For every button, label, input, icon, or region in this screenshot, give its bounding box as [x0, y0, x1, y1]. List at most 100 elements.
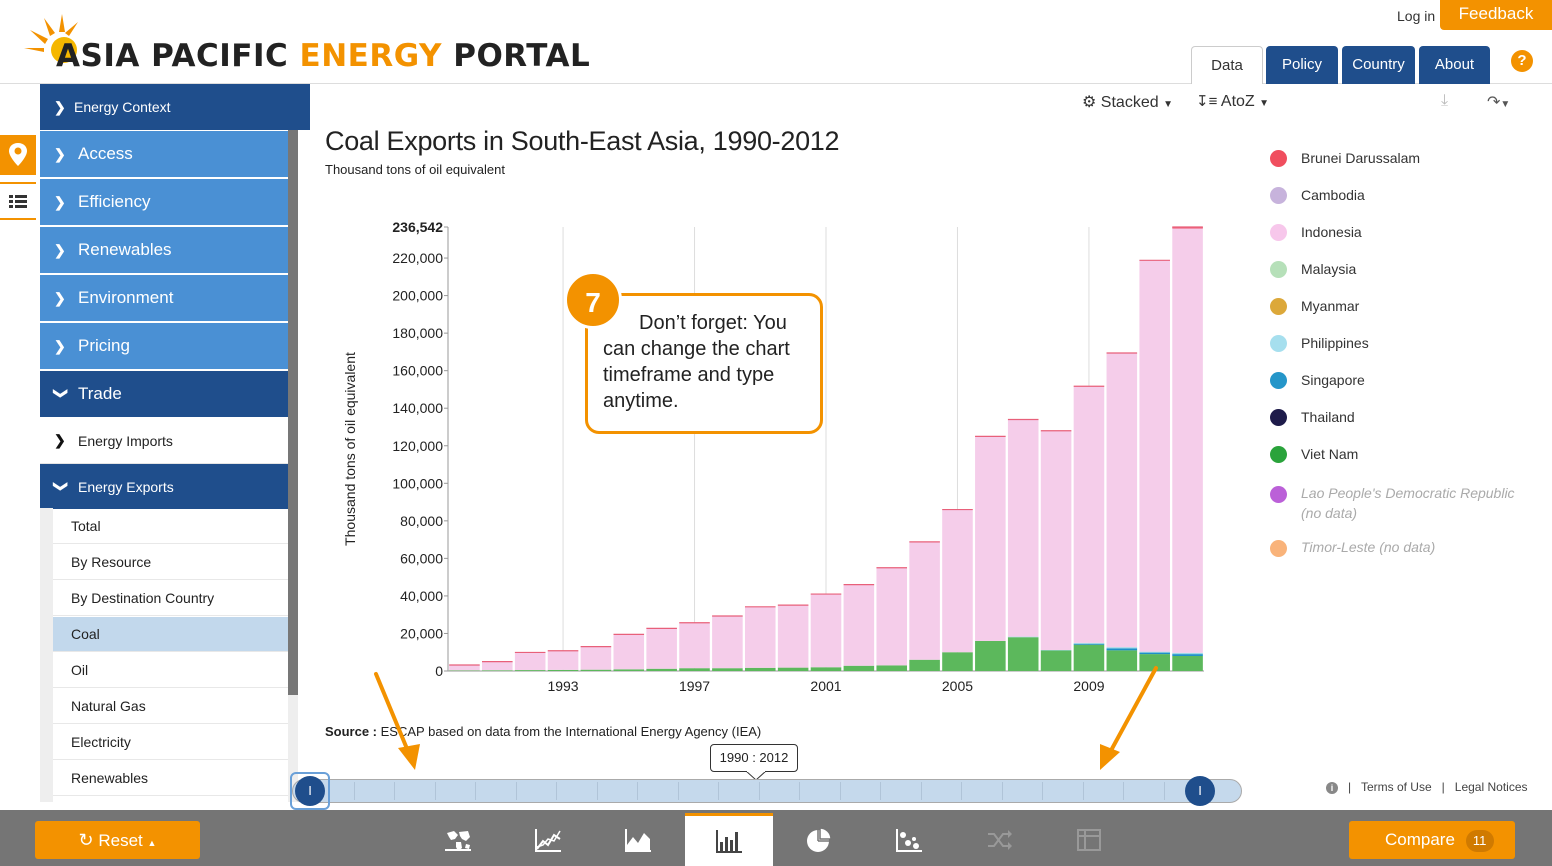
legend-item[interactable]: Myanmar: [1262, 298, 1532, 315]
sub-item-by-destination-country[interactable]: By Destination Country: [53, 581, 288, 616]
stacked-dropdown[interactable]: ⚙ Stacked ▼: [1082, 92, 1173, 112]
feedback-button[interactable]: Feedback: [1440, 0, 1552, 30]
sidebar-item-environment[interactable]: ❯ Environment: [40, 275, 288, 321]
sidebar-item-label: Access: [78, 144, 133, 163]
tab-country[interactable]: Country: [1342, 46, 1415, 84]
chevron-right-icon: ❯: [54, 289, 66, 306]
sidebar-item-renewables[interactable]: ❯ Renewables: [40, 227, 288, 273]
y-tick-label: 140,000: [392, 400, 443, 416]
view-map[interactable]: [414, 813, 502, 866]
x-tick-label: 1997: [679, 678, 710, 694]
footer-separator: |: [1441, 780, 1445, 794]
view-table[interactable]: [1045, 813, 1133, 866]
sort-dropdown[interactable]: ↧≡ AtoZ ▼: [1196, 92, 1269, 111]
legend-item[interactable]: Malaysia: [1262, 261, 1532, 278]
sort-icon: ↧≡: [1196, 93, 1218, 110]
range-tick: [677, 782, 679, 800]
help-icon[interactable]: ?: [1511, 50, 1533, 72]
legend-item[interactable]: Indonesia: [1262, 224, 1532, 241]
bar-segment: [547, 650, 579, 670]
sidebar-item-label: Efficiency: [78, 192, 151, 211]
bar-segment: [1040, 430, 1072, 650]
chevron-right-icon: ❯: [54, 98, 66, 115]
view-line[interactable]: [504, 813, 592, 866]
sidebar-item-energy-exports[interactable]: ❯ Energy Exports: [40, 464, 288, 510]
legend-swatch: [1270, 540, 1287, 557]
tab-policy[interactable]: Policy: [1266, 46, 1338, 84]
bar-segment: [1172, 652, 1203, 655]
bar-segment: [1007, 419, 1039, 637]
bar-segment: [482, 661, 513, 671]
legal-link[interactable]: Legal Notices: [1454, 780, 1528, 794]
bar-segment: [843, 584, 875, 666]
legend-item[interactable]: Viet Nam: [1262, 446, 1532, 463]
terms-link[interactable]: Terms of Use: [1360, 780, 1432, 794]
bar-segment: [876, 665, 908, 671]
sub-item-total[interactable]: Total: [53, 509, 288, 544]
bar-segment: [1172, 655, 1203, 671]
sidebar-item-efficiency[interactable]: ❯ Efficiency: [40, 179, 288, 225]
view-area[interactable]: [594, 813, 682, 866]
legend-item[interactable]: Cambodia: [1262, 187, 1532, 204]
timeframe-slider[interactable]: [292, 779, 1242, 803]
legend-item[interactable]: Singapore: [1262, 372, 1532, 389]
view-pie[interactable]: [775, 813, 863, 866]
chart: 1993 1997 2001 2005 2009 0 20,000 40,000 60,000 8…: [342, 219, 1204, 694]
sidebar-item-energy-context[interactable]: ❯ Energy Context: [40, 84, 310, 130]
bar-segment: [744, 667, 776, 671]
sub-item-natural-gas[interactable]: Natural Gas: [53, 689, 288, 724]
y-tick-label: 180,000: [392, 325, 443, 341]
sun-logo-icon: [24, 14, 78, 63]
chevron-right-icon: ❯: [54, 241, 66, 258]
sidebar-item-trade[interactable]: ❯ Trade: [40, 371, 288, 417]
bar-segment: [1106, 648, 1138, 651]
login-link[interactable]: Log in: [1397, 8, 1436, 24]
bar-segment: [1106, 647, 1138, 649]
tab-about[interactable]: About: [1419, 46, 1490, 84]
sub-item-renewables[interactable]: Renewables: [53, 761, 288, 796]
view-scatter[interactable]: [865, 813, 953, 866]
legend-label: Malaysia: [1301, 261, 1357, 277]
list-tab[interactable]: [0, 182, 36, 220]
range-tick: [434, 782, 436, 800]
sub-item-oil[interactable]: Oil: [53, 653, 288, 688]
legend-item[interactable]: Timor-Leste (no data): [1262, 537, 1532, 557]
sidebar-item-access[interactable]: ❯ Access: [40, 131, 288, 177]
scatter-chart-icon: [896, 828, 922, 852]
legend-item[interactable]: Philippines: [1262, 335, 1532, 352]
legend-label: Cambodia: [1301, 187, 1365, 203]
area-chart-icon: [625, 828, 651, 852]
sidebar-scrollbar[interactable]: [288, 130, 298, 695]
view-shuffle[interactable]: [955, 813, 1043, 866]
source-label: Source :: [325, 724, 378, 739]
bar-segment: [482, 670, 513, 671]
range-tick: [880, 782, 881, 800]
sidebar-item-energy-imports[interactable]: ❯ Energy Imports: [40, 418, 288, 464]
view-bar[interactable]: [685, 813, 773, 866]
sub-item-electricity[interactable]: Electricity: [53, 725, 288, 760]
bar-segment: [1139, 651, 1170, 653]
share-icon[interactable]: ↷▼: [1487, 94, 1511, 111]
legend-item[interactable]: Brunei Darussalam: [1262, 150, 1532, 167]
compare-label: Compare: [1385, 830, 1455, 849]
sub-item-coal[interactable]: Coal: [53, 617, 288, 652]
legend-item[interactable]: Lao People's Democratic Republic (no dat…: [1262, 483, 1532, 523]
range-handle-left[interactable]: I: [295, 776, 325, 806]
portal-logo[interactable]: ASIA PACIFIC ENERGY PORTAL: [22, 12, 590, 74]
sidebar-item-pricing[interactable]: ❯ Pricing: [40, 323, 288, 369]
map-pin-tab[interactable]: [0, 135, 36, 175]
info-icon[interactable]: i: [1326, 782, 1338, 794]
bar-segment: [843, 665, 875, 671]
range-label-pointer: [746, 771, 766, 781]
pie-chart-icon: [807, 826, 832, 852]
legend-label: Viet Nam: [1301, 446, 1359, 462]
legend-item[interactable]: Thailand: [1262, 409, 1532, 426]
reset-button[interactable]: ↻ Reset ▲: [35, 821, 200, 859]
sub-item-by-resource[interactable]: By Resource: [53, 545, 288, 580]
tab-data[interactable]: Data: [1191, 46, 1263, 84]
range-tick: [1001, 782, 1003, 800]
compare-button[interactable]: Compare 11: [1349, 821, 1515, 859]
download-icon[interactable]: ⤓: [1441, 92, 1449, 109]
stacked-label: Stacked: [1100, 94, 1159, 111]
range-handle-right[interactable]: I: [1185, 776, 1215, 806]
